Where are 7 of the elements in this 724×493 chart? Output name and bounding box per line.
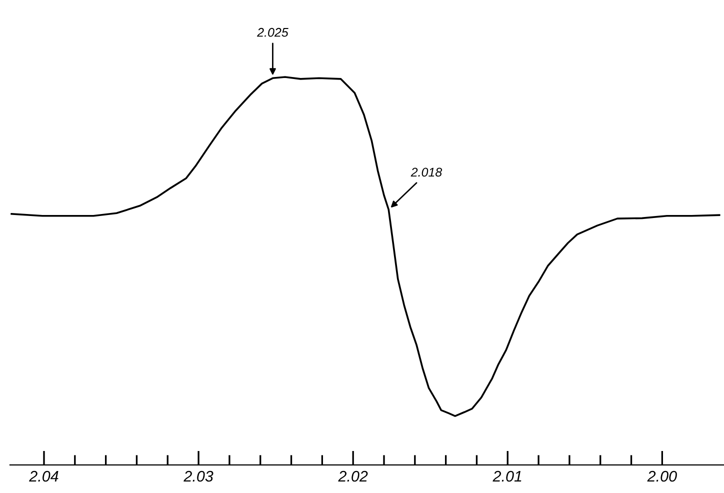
annotation: 2.018 <box>410 168 442 177</box>
x-tick-label: 2.02 <box>338 470 368 482</box>
x-tick-label: 2.03 <box>184 470 214 482</box>
x-tick-label: 2.00 <box>647 470 677 482</box>
annotation: 2.025 <box>257 28 288 37</box>
x-tick-label: 2.01 <box>492 470 522 482</box>
x-tick-label: 2.04 <box>29 470 58 482</box>
